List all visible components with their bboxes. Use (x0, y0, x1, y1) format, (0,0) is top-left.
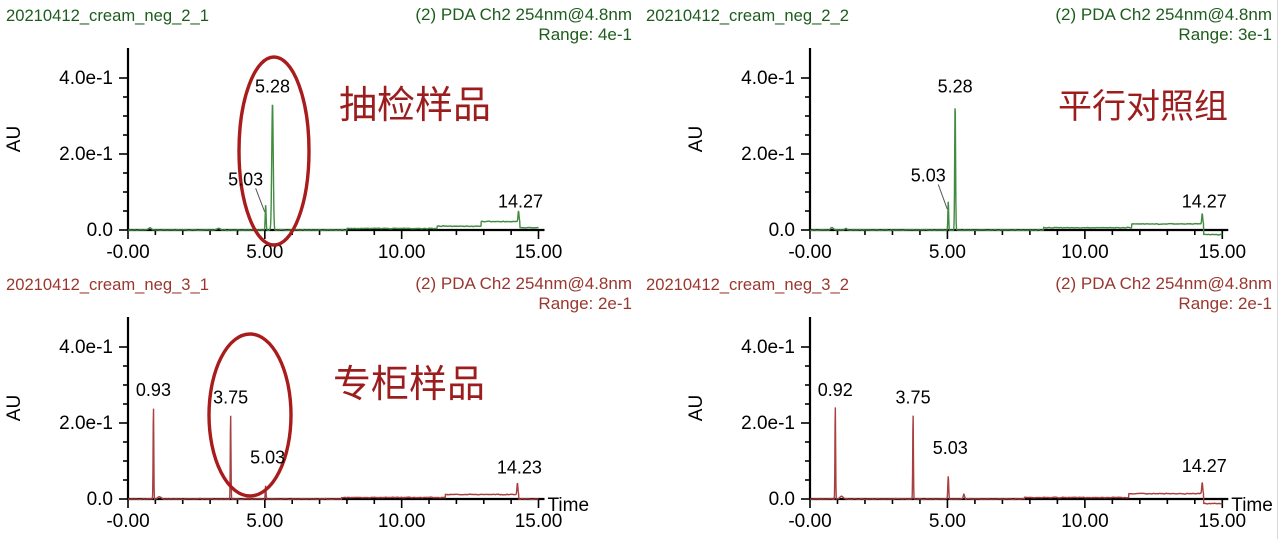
svg-text:0.0: 0.0 (87, 489, 113, 510)
svg-text:Time: Time (1231, 495, 1273, 516)
svg-text:4.0e-1: 4.0e-1 (741, 68, 795, 89)
svg-text:Range: 2e-1: Range: 2e-1 (1178, 294, 1272, 313)
svg-text:Range: 3e-1: Range: 3e-1 (1178, 25, 1272, 44)
svg-text:2.0e-1: 2.0e-1 (59, 144, 113, 165)
svg-text:20210412_cream_neg_3_2: 20210412_cream_neg_3_2 (646, 275, 849, 294)
svg-text:AU: AU (4, 126, 25, 152)
svg-text:5.03: 5.03 (250, 448, 285, 468)
svg-text:(2) PDA Ch2 254nm@4.8nm: (2) PDA Ch2 254nm@4.8nm (1055, 274, 1272, 293)
svg-text:5.00: 5.00 (929, 242, 966, 263)
svg-text:0.92: 0.92 (818, 380, 853, 400)
svg-text:(2) PDA Ch2 254nm@4.8nm: (2) PDA Ch2 254nm@4.8nm (415, 5, 632, 24)
svg-text:-0.00: -0.00 (788, 242, 831, 263)
svg-text:5.00: 5.00 (246, 511, 283, 532)
svg-text:15.00: 15.00 (515, 242, 563, 263)
svg-text:10.00: 10.00 (378, 511, 426, 532)
svg-text:14.23: 14.23 (497, 458, 542, 478)
svg-text:(2) PDA Ch2 254nm@4.8nm: (2) PDA Ch2 254nm@4.8nm (1055, 5, 1272, 24)
svg-text:4.0e-1: 4.0e-1 (59, 337, 113, 358)
svg-text:Range: 4e-1: Range: 4e-1 (538, 25, 632, 44)
svg-text:抽检样品: 抽检样品 (339, 85, 491, 127)
svg-text:10.00: 10.00 (1061, 242, 1109, 263)
svg-text:-0.00: -0.00 (788, 511, 831, 532)
svg-text:5.03: 5.03 (911, 166, 946, 186)
svg-text:-0.00: -0.00 (106, 242, 149, 263)
svg-text:0.0: 0.0 (769, 489, 795, 510)
svg-text:5.28: 5.28 (938, 77, 973, 97)
svg-text:AU: AU (4, 395, 25, 421)
svg-text:专柜样品: 专柜样品 (333, 364, 485, 406)
svg-text:3.75: 3.75 (896, 388, 931, 408)
svg-text:14.27: 14.27 (1182, 191, 1227, 211)
svg-text:Range: 2e-1: Range: 2e-1 (538, 294, 632, 313)
svg-text:5.03: 5.03 (933, 438, 968, 458)
svg-text:3.75: 3.75 (213, 388, 248, 408)
svg-text:20210412_cream_neg_3_1: 20210412_cream_neg_3_1 (6, 275, 209, 294)
svg-text:5.28: 5.28 (255, 77, 290, 97)
svg-text:2.0e-1: 2.0e-1 (741, 144, 795, 165)
svg-text:2.0e-1: 2.0e-1 (59, 413, 113, 434)
svg-text:(2) PDA Ch2 254nm@4.8nm: (2) PDA Ch2 254nm@4.8nm (415, 274, 632, 293)
svg-text:20210412_cream_neg_2_2: 20210412_cream_neg_2_2 (646, 6, 849, 25)
svg-text:0.0: 0.0 (87, 220, 113, 241)
svg-text:0.0: 0.0 (769, 220, 795, 241)
svg-text:0.93: 0.93 (136, 380, 171, 400)
svg-text:-0.00: -0.00 (106, 511, 149, 532)
svg-text:4.0e-1: 4.0e-1 (59, 68, 113, 89)
svg-text:2.0e-1: 2.0e-1 (741, 413, 795, 434)
svg-text:5.00: 5.00 (929, 511, 966, 532)
svg-text:14.27: 14.27 (1182, 456, 1227, 476)
svg-text:20210412_cream_neg_2_1: 20210412_cream_neg_2_1 (6, 6, 209, 25)
svg-text:AU: AU (686, 395, 707, 421)
svg-text:10.00: 10.00 (378, 242, 426, 263)
svg-text:10.00: 10.00 (1061, 511, 1109, 532)
svg-text:AU: AU (686, 126, 707, 152)
svg-text:4.0e-1: 4.0e-1 (741, 337, 795, 358)
svg-text:15.00: 15.00 (1199, 242, 1247, 263)
svg-text:Time: Time (548, 495, 590, 516)
svg-text:14.27: 14.27 (498, 191, 543, 211)
svg-text:5.03: 5.03 (228, 169, 263, 189)
svg-text:平行对照组: 平行对照组 (1058, 88, 1228, 126)
